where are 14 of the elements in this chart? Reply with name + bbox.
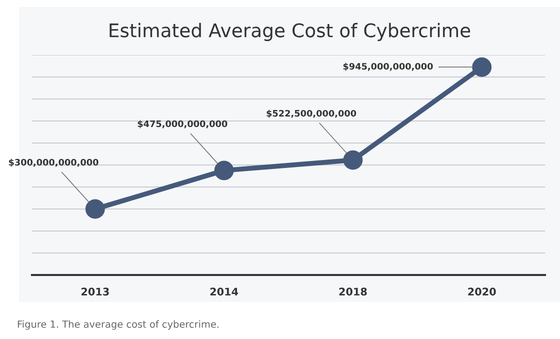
- caption: Figure 1. The average cost of cybercrime.: [18, 320, 218, 330]
- chart-title: Estimated Average Cost of Cybercrime: [110, 22, 470, 42]
- x-tick-label: 2018: [339, 288, 367, 296]
- point: [85, 199, 105, 219]
- x-tick-label: 2014: [210, 288, 238, 296]
- x-tick-label: 2013: [81, 288, 109, 296]
- data-label: $475,000,000,000: [138, 120, 228, 128]
- point: [214, 160, 234, 180]
- data-label: $522,500,000,000: [266, 110, 356, 118]
- point: [343, 150, 363, 170]
- data-label: $945,000,000,000: [343, 62, 433, 71]
- point: [472, 57, 492, 77]
- x-tick-label: 2020: [468, 288, 496, 296]
- data-label: $300,000,000,000: [8, 158, 98, 167]
